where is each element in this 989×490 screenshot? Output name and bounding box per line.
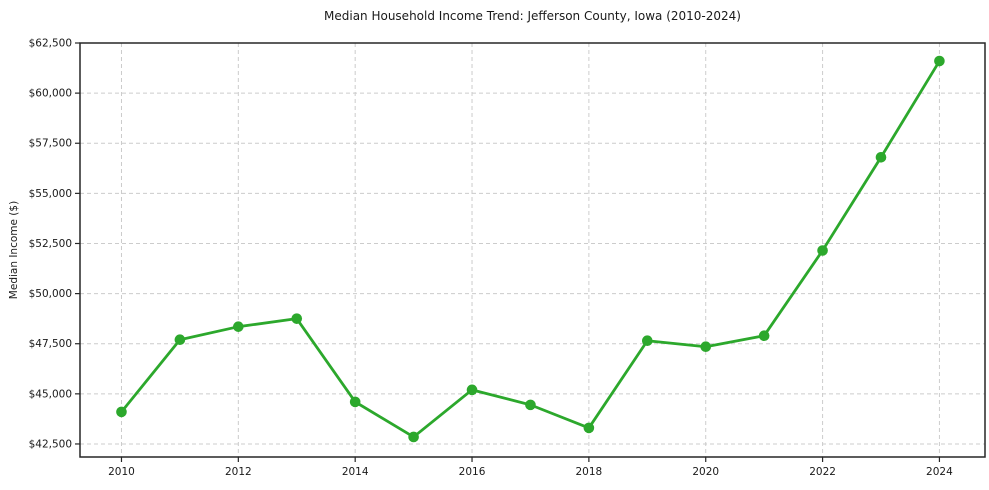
data-point [174, 334, 186, 346]
data-point [349, 396, 361, 408]
plot-border [79, 42, 986, 458]
data-point [408, 431, 419, 443]
data-point [116, 406, 127, 418]
x-tick-label: 2020 [692, 466, 719, 478]
data-point [466, 384, 478, 396]
data-point [817, 245, 828, 256]
data-point [233, 321, 244, 332]
data-point [642, 335, 653, 347]
x-tick-label: 2010 [108, 466, 135, 478]
x-tick-label: 2016 [459, 466, 486, 478]
trend-line [120, 59, 941, 439]
data-point [583, 422, 595, 434]
chart-title: Median Household Income Trend: Jefferson… [324, 9, 741, 23]
data-point [525, 399, 536, 411]
y-tick-label: $50,000 [29, 288, 72, 300]
data-point [875, 151, 887, 163]
y-tick-label: $60,000 [29, 88, 72, 100]
y-tick-label: $62,500 [29, 38, 72, 50]
data-point [291, 313, 303, 324]
data-point [700, 341, 712, 353]
data-point [934, 55, 945, 67]
x-tick-label: 2022 [809, 466, 836, 478]
x-tick-label: 2018 [576, 466, 603, 478]
y-axis-label: Median Income ($) [8, 200, 20, 300]
x-tick-label: 2014 [342, 466, 369, 478]
y-tick-label: $45,000 [29, 388, 72, 400]
y-tick-label: $52,500 [29, 238, 72, 250]
y-tick-label: $47,500 [29, 338, 72, 350]
x-tick-label: 2012 [225, 466, 252, 478]
x-tick-label: 2024 [926, 466, 953, 478]
y-tick-label: $42,500 [29, 438, 72, 450]
y-tick-label: $57,500 [29, 138, 72, 150]
y-tick-label: $55,000 [29, 188, 72, 200]
data-point [758, 330, 770, 342]
